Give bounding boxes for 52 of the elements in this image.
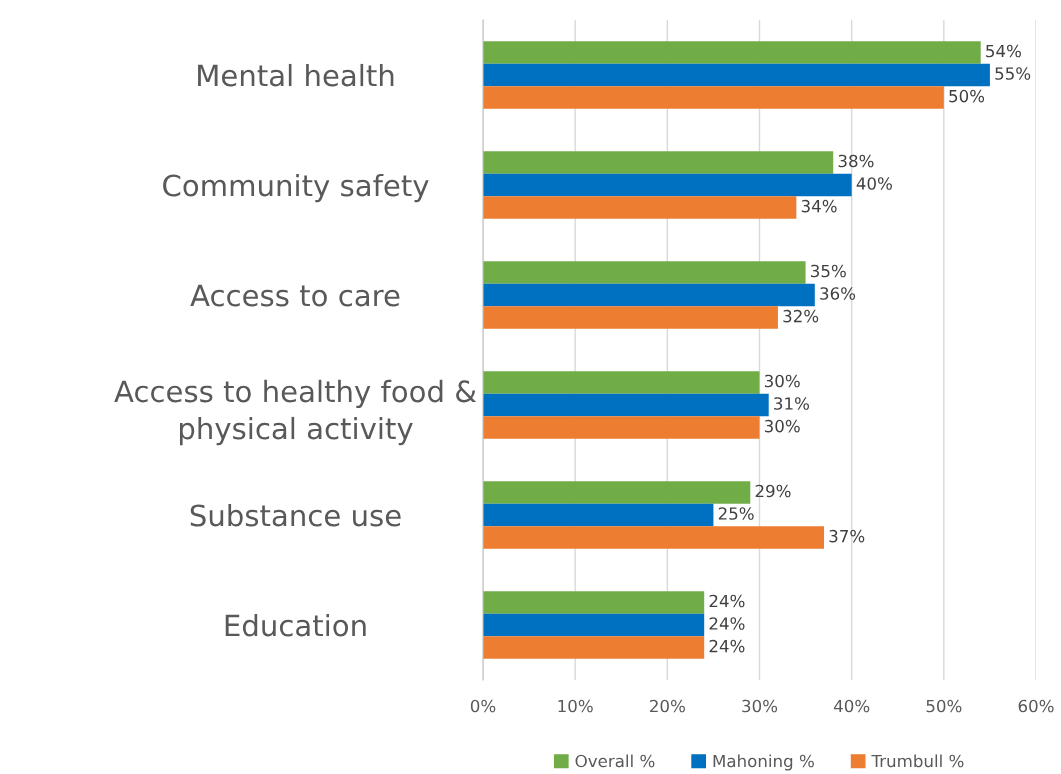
data-label: 40% <box>856 177 892 190</box>
bar <box>483 306 778 329</box>
data-label: 30% <box>764 419 800 433</box>
bar <box>483 591 705 614</box>
data-label: 38% <box>838 154 874 168</box>
data-label: 30% <box>764 374 800 388</box>
bar <box>483 371 760 394</box>
bar <box>483 503 714 527</box>
x-tick-label: 0% <box>470 699 496 713</box>
data-label: 36% <box>820 287 856 300</box>
y-tick-label: Community safety <box>163 173 429 203</box>
legend-label: Mahoning % <box>713 754 814 771</box>
x-tick-label: 20% <box>650 699 685 713</box>
data-label: 35% <box>811 264 846 278</box>
bar <box>483 283 815 307</box>
data-label: 24% <box>709 617 745 630</box>
bar <box>483 481 751 504</box>
data-label: 24% <box>709 594 745 608</box>
legend-label: Overall % <box>575 754 655 768</box>
data-label: 32% <box>783 309 819 323</box>
bar <box>483 416 760 439</box>
y-tick-label: Access to care <box>190 284 400 307</box>
bar <box>483 41 981 64</box>
bar <box>483 86 944 109</box>
bar <box>483 636 705 659</box>
bar <box>483 151 834 174</box>
data-label: 54% <box>986 44 1021 58</box>
data-label: 37% <box>829 529 865 543</box>
x-tick-label: 40% <box>833 699 870 713</box>
y-tick-label: Education <box>225 613 366 637</box>
data-label: 55% <box>995 67 1031 80</box>
legend-label: Trumbull % <box>871 754 964 768</box>
bar <box>483 526 825 549</box>
bar <box>483 196 797 219</box>
data-label: 50% <box>949 89 985 103</box>
bar <box>483 393 769 417</box>
data-label: 29% <box>755 484 791 498</box>
y-tick-label: Mental health <box>198 63 394 87</box>
x-tick-label: 50% <box>926 699 962 713</box>
y-tick-label: Substance use <box>190 503 401 527</box>
x-tick-label: 10% <box>558 699 593 713</box>
data-label: 34% <box>801 199 837 213</box>
data-label: 31% <box>774 397 810 410</box>
data-label: 24% <box>709 639 745 653</box>
bar <box>483 613 705 637</box>
bar <box>483 261 806 284</box>
x-tick-label: 30% <box>742 699 778 713</box>
x-tick-label: 60% <box>1018 699 1054 713</box>
bar <box>483 173 852 197</box>
y-tick-label: Access to healthy food & physical activity <box>114 379 477 446</box>
bar <box>483 63 990 87</box>
data-label: 25% <box>718 507 754 520</box>
